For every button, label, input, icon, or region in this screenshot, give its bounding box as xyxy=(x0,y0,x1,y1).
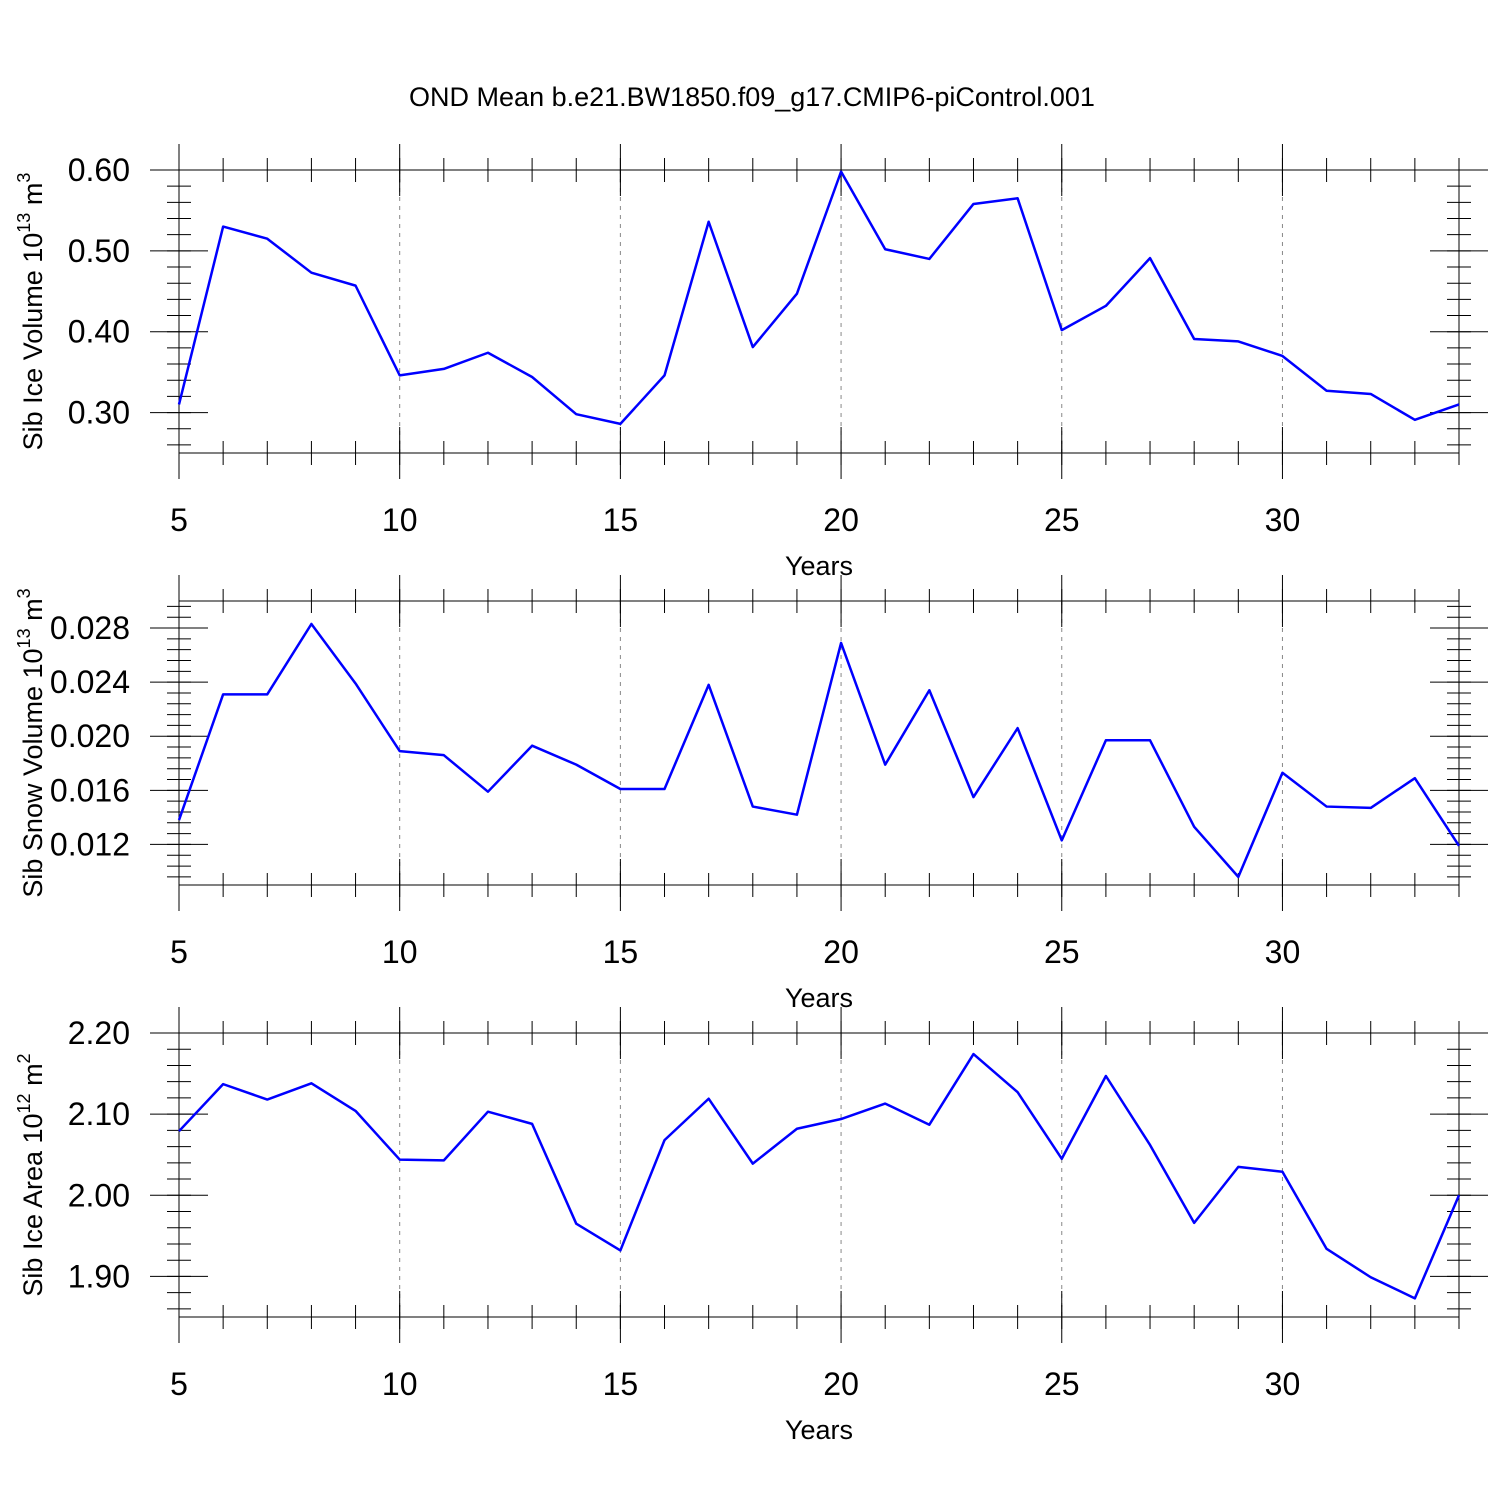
y-tick-label: 0.016 xyxy=(50,772,130,808)
x-tick-label: 25 xyxy=(1044,934,1080,970)
x-tick-label: 30 xyxy=(1265,1366,1301,1402)
y-axis-title: Sib Ice Area 1012 m2 xyxy=(14,1053,48,1296)
y-tick-label: 0.024 xyxy=(50,664,130,700)
x-tick-label: 10 xyxy=(382,1366,418,1402)
x-tick-label: 15 xyxy=(603,1366,639,1402)
x-tick-label: 30 xyxy=(1265,502,1301,538)
y-axis-title-part: 13 xyxy=(14,628,34,648)
y-axis-title-part: Sib Snow Volume 10 xyxy=(18,648,48,897)
chart-title: OND Mean b.e21.BW1850.f09_g17.CMIP6-piCo… xyxy=(409,82,1095,112)
x-tick-label: 10 xyxy=(382,934,418,970)
plot-frame xyxy=(178,1032,1460,1318)
x-tick-label: 15 xyxy=(603,934,639,970)
y-tick-label: 0.020 xyxy=(50,718,130,754)
plot-frame xyxy=(178,600,1460,886)
y-axis-title-part: 3 xyxy=(14,173,34,183)
x-tick-label: 15 xyxy=(603,502,639,538)
data-line xyxy=(178,1052,1461,1300)
y-tick-label: 0.30 xyxy=(68,395,130,431)
y-axis-title-part: m xyxy=(18,183,48,213)
plot-frame xyxy=(178,169,1460,454)
x-axis-title: Years xyxy=(785,983,853,1013)
y-tick-label: 2.20 xyxy=(68,1015,130,1051)
y-tick-label: 1.90 xyxy=(68,1258,130,1294)
y-axis-title-part: 13 xyxy=(14,213,34,233)
y-axis-title-part: m xyxy=(18,1063,48,1093)
x-tick-label: 20 xyxy=(823,934,859,970)
y-axis-title: Sib Snow Volume 1013 m3 xyxy=(14,588,48,897)
data-line xyxy=(177,622,1461,879)
y-tick-label: 2.00 xyxy=(68,1177,130,1213)
x-axis-title: Years xyxy=(785,551,853,581)
x-tick-label: 25 xyxy=(1044,1366,1080,1402)
data-line xyxy=(177,170,1460,426)
x-tick-label: 30 xyxy=(1265,934,1301,970)
y-axis-title-part: 12 xyxy=(14,1093,34,1113)
y-axis-title: Sib Ice Volume 1013 m3 xyxy=(14,173,48,451)
x-tick-label: 20 xyxy=(823,1366,859,1402)
x-tick-label: 25 xyxy=(1044,502,1080,538)
y-axis-title-part: Sib Ice Volume 10 xyxy=(18,233,48,451)
y-tick-label: 0.012 xyxy=(50,826,130,862)
x-tick-label: 20 xyxy=(823,502,859,538)
y-tick-label: 0.028 xyxy=(50,610,130,646)
y-tick-label: 2.10 xyxy=(68,1096,130,1132)
x-axis-title: Years xyxy=(785,1415,853,1445)
y-tick-label: 0.40 xyxy=(68,314,130,350)
x-tick-label: 10 xyxy=(382,502,418,538)
y-axis-title-part: Sib Ice Area 10 xyxy=(18,1113,48,1296)
y-axis-title-part: 2 xyxy=(14,1053,34,1063)
y-tick-label: 0.60 xyxy=(68,152,130,188)
x-tick-label: 5 xyxy=(170,502,188,538)
y-axis-title-part: 3 xyxy=(14,588,34,598)
x-tick-label: 5 xyxy=(170,1366,188,1402)
x-tick-label: 5 xyxy=(170,934,188,970)
y-tick-label: 0.50 xyxy=(68,233,130,269)
y-axis-title-part: m xyxy=(18,598,48,628)
